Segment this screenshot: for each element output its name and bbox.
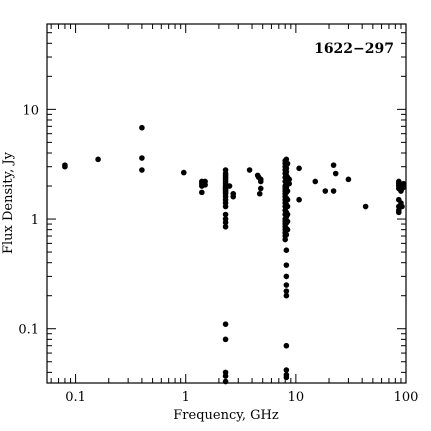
data-point bbox=[330, 188, 337, 194]
data-point bbox=[362, 203, 369, 210]
data-point bbox=[139, 167, 145, 173]
data-point bbox=[345, 176, 352, 183]
data-point bbox=[139, 155, 145, 161]
data-point bbox=[296, 196, 302, 203]
data-point bbox=[95, 156, 101, 163]
data-point bbox=[399, 203, 405, 210]
x-axis-title: Frequency, GHz bbox=[173, 408, 279, 423]
data-points bbox=[62, 124, 407, 385]
data-point bbox=[222, 321, 229, 327]
data-point bbox=[256, 190, 263, 197]
data-point bbox=[284, 218, 291, 225]
data-point bbox=[284, 203, 291, 210]
data-point bbox=[283, 247, 290, 253]
data-point bbox=[395, 209, 402, 216]
data-point bbox=[283, 282, 290, 288]
data-point bbox=[286, 180, 293, 187]
data-point bbox=[284, 226, 291, 233]
y-axis-title: Flux Density, Jy bbox=[1, 151, 16, 254]
data-point bbox=[283, 262, 290, 268]
data-point bbox=[284, 188, 291, 194]
data-point bbox=[283, 288, 290, 294]
data-point bbox=[222, 211, 229, 218]
data-point bbox=[282, 236, 288, 243]
data-point bbox=[139, 124, 145, 131]
data-point bbox=[199, 189, 205, 196]
y-tick-label: 1 bbox=[31, 213, 39, 228]
data-point bbox=[226, 183, 233, 189]
y-tick-label: 10 bbox=[22, 103, 39, 118]
data-point bbox=[257, 185, 264, 192]
data-point bbox=[284, 160, 291, 167]
data-point bbox=[283, 367, 290, 373]
data-point bbox=[180, 169, 187, 176]
data-point bbox=[257, 178, 264, 185]
x-tick-label: 0.1 bbox=[65, 390, 86, 405]
data-point bbox=[312, 178, 319, 185]
y-tick-label: 0.1 bbox=[18, 323, 39, 338]
data-point bbox=[330, 162, 337, 168]
data-point bbox=[62, 162, 68, 168]
data-point bbox=[284, 196, 291, 203]
source-name: 1622−297 bbox=[314, 41, 394, 57]
data-point bbox=[296, 165, 302, 172]
data-point bbox=[222, 336, 229, 343]
axis-ticks bbox=[47, 23, 407, 383]
data-point bbox=[230, 193, 237, 200]
x-tick-label: 1 bbox=[182, 390, 190, 405]
data-point bbox=[283, 156, 290, 163]
data-point bbox=[222, 219, 229, 226]
data-point bbox=[222, 223, 229, 230]
data-point bbox=[283, 273, 290, 280]
data-point bbox=[222, 378, 229, 385]
data-point bbox=[283, 374, 290, 381]
data-point bbox=[202, 182, 208, 188]
data-point bbox=[222, 373, 229, 379]
data-point bbox=[222, 203, 229, 210]
data-point bbox=[246, 167, 253, 173]
data-point bbox=[286, 176, 293, 183]
data-point bbox=[284, 211, 291, 218]
data-point bbox=[332, 170, 339, 177]
data-point bbox=[322, 188, 329, 194]
data-point bbox=[283, 342, 290, 349]
data-point bbox=[283, 231, 290, 238]
tick-labels: 0.1 1 10 100 0.1 1 10 bbox=[18, 103, 418, 405]
x-tick-label: 100 bbox=[394, 390, 419, 405]
data-point bbox=[283, 292, 290, 299]
data-point bbox=[400, 184, 407, 191]
x-tick-label: 10 bbox=[288, 390, 305, 405]
